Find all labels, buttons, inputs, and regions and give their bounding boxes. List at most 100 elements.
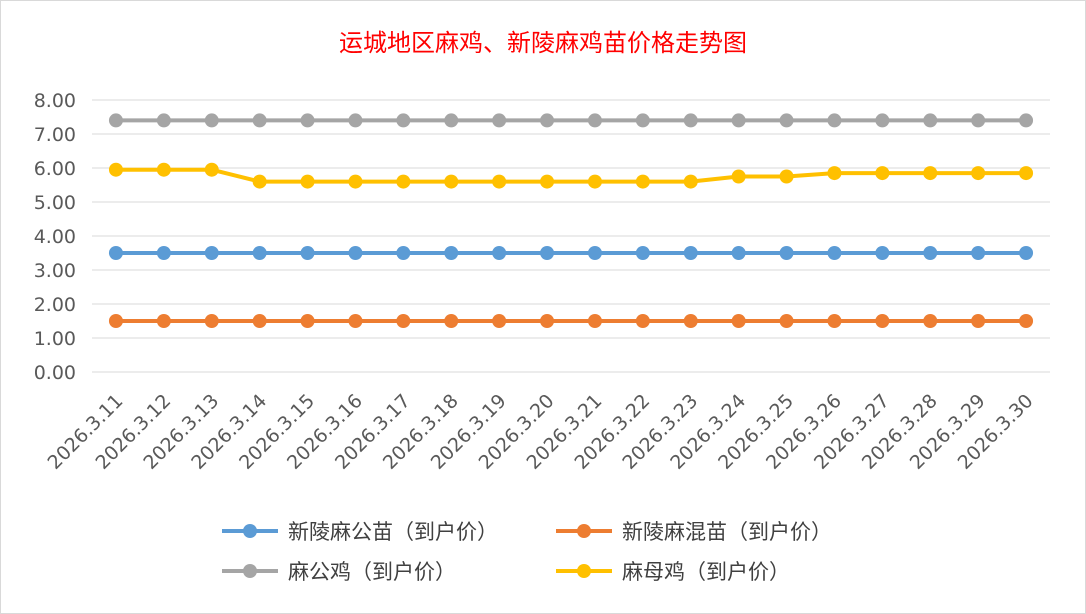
data-point — [827, 113, 842, 128]
legend-marker — [243, 524, 257, 538]
data-point — [875, 246, 890, 260]
gridlines — [92, 99, 1050, 373]
data-point — [156, 246, 171, 260]
data-point — [348, 314, 363, 328]
y-axis-ticks: 0.00 1.00 2.00 3.00 4.00 5.00 6.00 7.00 8.00 — [34, 90, 76, 384]
y-tick-label: 4.00 — [34, 226, 76, 248]
y-tick-label: 6.00 — [34, 158, 76, 180]
data-point — [683, 113, 698, 128]
data-point — [731, 169, 746, 184]
data-point — [156, 314, 171, 328]
data-point — [492, 246, 507, 260]
legend-item: 麻母鸡（到户价） — [556, 560, 790, 584]
data-point — [827, 246, 842, 260]
data-point — [1019, 314, 1034, 328]
data-point — [779, 169, 794, 184]
legend-marker — [243, 564, 257, 578]
data-point — [108, 162, 123, 177]
data-point — [444, 314, 459, 328]
data-point — [875, 166, 890, 181]
data-point — [923, 314, 938, 328]
data-point — [923, 246, 938, 260]
data-point — [923, 166, 938, 181]
data-point — [540, 246, 555, 260]
data-point — [348, 113, 363, 128]
legend-label: 麻母鸡（到户价） — [622, 560, 790, 584]
legend-item: 麻公鸡（到户价） — [222, 560, 456, 584]
data-point — [1019, 246, 1034, 260]
legend-item: 新陵麻公苗（到户价） — [222, 520, 498, 544]
data-point — [396, 246, 411, 260]
data-point — [635, 174, 650, 189]
data-point — [156, 113, 171, 128]
data-point — [683, 174, 698, 189]
y-tick-label: 3.00 — [34, 260, 76, 282]
data-point — [923, 113, 938, 128]
y-tick-label: 8.00 — [34, 90, 76, 112]
data-point — [492, 174, 507, 189]
data-point — [252, 314, 267, 328]
data-point — [875, 314, 890, 328]
series-3 — [108, 162, 1034, 189]
data-point — [492, 113, 507, 128]
y-tick-label: 1.00 — [34, 328, 76, 350]
data-point — [540, 174, 555, 189]
data-point — [204, 314, 219, 328]
legend: 新陵麻公苗（到户价） 新陵麻混苗（到户价） 麻公鸡（到户价） 麻母鸡（到户价） — [222, 520, 832, 584]
data-point — [827, 314, 842, 328]
data-point — [731, 246, 746, 260]
series-0 — [108, 246, 1034, 260]
data-point — [300, 113, 315, 128]
data-point — [204, 162, 219, 177]
data-point — [731, 113, 746, 128]
data-point — [971, 113, 986, 128]
data-point — [396, 314, 411, 328]
data-point — [156, 162, 171, 177]
data-point — [204, 113, 219, 128]
y-tick-label: 5.00 — [34, 192, 76, 214]
data-point — [492, 314, 507, 328]
data-point — [1019, 166, 1034, 181]
data-point — [348, 174, 363, 189]
series-1 — [108, 314, 1034, 328]
data-point — [444, 113, 459, 128]
data-point — [875, 113, 890, 128]
data-point — [108, 314, 123, 328]
data-point — [635, 314, 650, 328]
legend-label: 新陵麻混苗（到户价） — [622, 520, 832, 544]
data-point — [587, 314, 602, 328]
data-point — [444, 246, 459, 260]
data-point — [587, 113, 602, 128]
data-point — [587, 174, 602, 189]
data-point — [300, 174, 315, 189]
data-point — [635, 113, 650, 128]
data-point — [779, 246, 794, 260]
y-tick-label: 7.00 — [34, 124, 76, 146]
y-tick-label: 2.00 — [34, 294, 76, 316]
data-point — [444, 174, 459, 189]
data-point — [204, 246, 219, 260]
data-point — [683, 314, 698, 328]
data-point — [300, 314, 315, 328]
data-point — [108, 113, 123, 128]
legend-label: 麻公鸡（到户价） — [288, 560, 456, 584]
data-point — [971, 246, 986, 260]
legend-item: 新陵麻混苗（到户价） — [556, 520, 832, 544]
y-tick-label: 0.00 — [34, 362, 76, 384]
data-point — [971, 314, 986, 328]
data-point — [1019, 113, 1034, 128]
legend-marker — [577, 564, 591, 578]
series-lines — [108, 113, 1034, 328]
data-point — [731, 314, 746, 328]
data-point — [252, 174, 267, 189]
data-point — [252, 246, 267, 260]
data-point — [827, 166, 842, 181]
data-point — [683, 246, 698, 260]
chart-title: 运城地区麻鸡、新陵麻鸡苗价格走势图 — [339, 29, 747, 57]
legend-label: 新陵麻公苗（到户价） — [288, 520, 498, 544]
data-point — [300, 246, 315, 260]
series-2 — [108, 113, 1034, 128]
